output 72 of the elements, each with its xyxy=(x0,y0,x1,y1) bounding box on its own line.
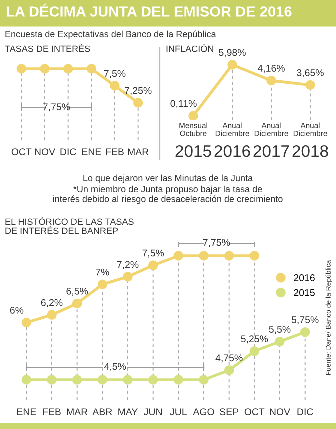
chart-title: INFLACIÓN xyxy=(166,44,214,52)
text: 7,75% xyxy=(43,104,70,112)
data-label: 7,5% xyxy=(142,250,164,258)
chart-title: EL HISTÓRICO DE LAS TASAS DE INTERÉS DEL BANREP xyxy=(6,217,134,234)
data-label: 7,25% xyxy=(125,87,152,96)
point xyxy=(250,346,260,356)
point xyxy=(174,375,184,385)
x-tick-label: MAR xyxy=(67,408,88,416)
point xyxy=(148,260,158,270)
point xyxy=(199,375,209,385)
x-tick-label: AGO xyxy=(193,408,214,416)
x-tick-label: NOV xyxy=(270,408,290,416)
chart-title: TASAS DE INTERÉS xyxy=(5,44,90,52)
data-label: 5,98% xyxy=(219,49,246,58)
data-label: 5,75% xyxy=(292,316,319,325)
x-tick-label: FEB xyxy=(43,408,61,416)
point xyxy=(228,60,238,70)
point xyxy=(47,375,57,385)
point xyxy=(199,251,209,261)
point xyxy=(148,375,158,385)
text: *Un miembro de Junta propuso bajar la tasa de interés debido al riesgo de desaceleración de crecimiento xyxy=(53,186,283,204)
point xyxy=(98,280,108,290)
data-label: 7,5% xyxy=(104,70,126,78)
x-tick-label: JUL xyxy=(170,408,187,416)
point xyxy=(306,80,316,90)
x-tick-label: OCT xyxy=(12,148,32,156)
legend-label: 2015 xyxy=(294,289,315,296)
legend-label: 2016 xyxy=(294,274,315,282)
point xyxy=(188,111,198,120)
x-tick-label: SEP xyxy=(220,408,239,416)
x-tick-label: DIC xyxy=(298,408,314,416)
point xyxy=(224,366,234,376)
data-label: 6,2% xyxy=(41,299,63,308)
annotation: 4,5% xyxy=(104,363,126,372)
point xyxy=(300,327,310,338)
data-label: 3,65% xyxy=(297,69,324,78)
point xyxy=(98,375,108,385)
point xyxy=(123,272,133,282)
text: 7,75% xyxy=(203,239,230,248)
point xyxy=(72,298,82,309)
point xyxy=(72,375,82,385)
x-tick-label: ABR xyxy=(92,408,112,416)
data-label: 6% xyxy=(10,307,24,314)
x-tick-label: ENE xyxy=(82,148,102,156)
data-label: 4,75% xyxy=(216,354,243,363)
x-tick-label: JUN xyxy=(144,408,162,416)
data-label: 4,16% xyxy=(258,65,285,74)
data-label: 5,25% xyxy=(241,336,268,344)
x-tick-label: MAY xyxy=(118,408,138,416)
x-tick-label: FEB xyxy=(106,148,124,156)
x-tick-label: MAR xyxy=(128,148,149,156)
data-label: 5,5% xyxy=(269,326,291,334)
x-tick-label: ENE xyxy=(17,408,36,416)
x-tick-label: OCT xyxy=(244,408,265,416)
data-label: 0,11% xyxy=(170,100,197,108)
x-tick-label: DIC xyxy=(60,148,76,156)
data-label: 7% xyxy=(96,268,110,276)
data-label: 7,2% xyxy=(117,261,139,270)
point xyxy=(224,251,234,261)
x-tick-label: NOV xyxy=(35,148,56,156)
text: Lo que dejaron ver las Minutas de la Junta xyxy=(84,174,254,184)
point xyxy=(22,318,32,328)
point xyxy=(275,336,285,347)
text: LA DÉCIMA JUNTA DEL EMISOR DE 2016 xyxy=(6,4,292,17)
point xyxy=(123,375,133,385)
point xyxy=(250,251,260,261)
data-label: 6,5% xyxy=(66,288,88,296)
point xyxy=(174,251,184,261)
point xyxy=(22,375,32,385)
point xyxy=(47,310,57,320)
point xyxy=(266,76,276,86)
text: Encuesta de Expectativas del Banco de la República xyxy=(6,30,216,40)
